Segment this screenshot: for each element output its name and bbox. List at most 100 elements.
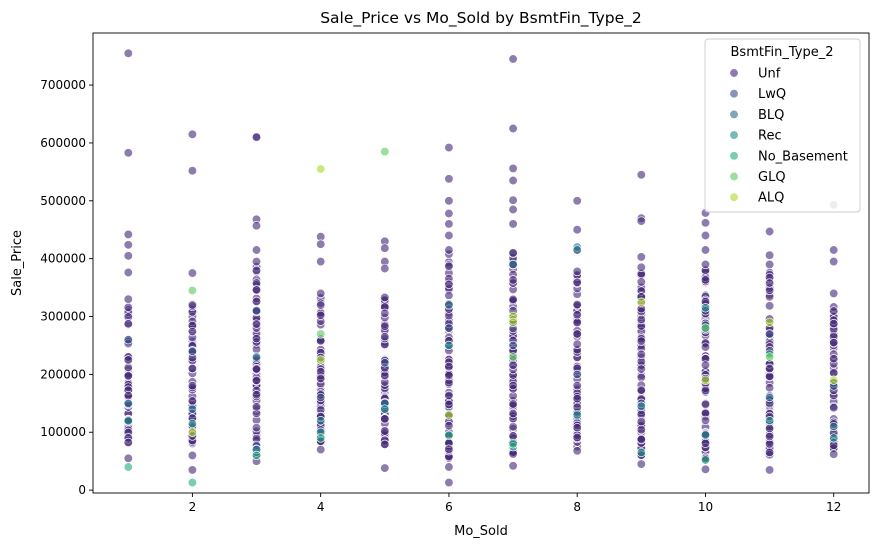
point-unf	[700, 464, 711, 474]
point-unf	[187, 166, 198, 176]
point-unf	[700, 360, 711, 370]
point-unf	[316, 256, 326, 267]
point-unf	[829, 403, 839, 413]
point-alq	[636, 297, 646, 307]
x-tick-label: 12	[826, 500, 841, 514]
point-unf	[444, 399, 454, 410]
point-unf	[123, 229, 133, 240]
point-unf	[636, 417, 646, 427]
x-tick-label: 6	[445, 500, 453, 514]
point-unf	[700, 385, 711, 396]
point-unf	[123, 302, 133, 312]
point-unf	[508, 123, 518, 134]
point-no-basement	[251, 450, 262, 461]
point-alq	[316, 355, 326, 365]
point-lwq	[572, 369, 582, 380]
point-unf	[380, 370, 390, 381]
point-unf	[508, 360, 518, 370]
point-unf	[508, 219, 518, 229]
point-glq	[316, 329, 326, 339]
point-unf	[380, 321, 390, 331]
point-unf	[572, 423, 582, 433]
point-unf	[636, 459, 646, 469]
x-tick-label: 8	[573, 500, 581, 514]
point-unf	[187, 381, 198, 391]
point-unf	[444, 421, 454, 431]
point-unf	[829, 245, 839, 255]
point-unf	[829, 288, 839, 299]
point-unf	[636, 364, 646, 374]
point-unf	[187, 396, 198, 406]
point-unf	[508, 175, 518, 186]
point-unf	[444, 208, 454, 219]
point-unf	[829, 306, 839, 316]
legend-marker	[729, 68, 739, 78]
legend-marker	[729, 151, 739, 161]
point-unf	[444, 196, 454, 206]
point-lwq	[316, 392, 326, 403]
legend-label: Unf	[758, 67, 781, 82]
point-blq	[764, 392, 775, 403]
point-glq	[508, 352, 518, 362]
point-blq	[123, 398, 133, 408]
point-unf	[316, 444, 326, 455]
point-unf	[187, 465, 198, 475]
y-axis-label: Sale_Price	[10, 230, 25, 296]
point-unf	[764, 383, 775, 393]
point-alq	[187, 427, 198, 437]
point-unf	[636, 277, 646, 287]
point-unf	[123, 371, 133, 381]
point-unf	[251, 319, 262, 329]
point-blq	[316, 416, 326, 426]
point-unf	[316, 310, 326, 320]
y-tick-label: 400000	[40, 252, 86, 266]
point-unf	[764, 226, 775, 237]
point-unf	[636, 385, 646, 395]
point-unf	[444, 219, 454, 229]
point-rec	[829, 433, 839, 443]
point-unf	[572, 225, 582, 235]
point-unf	[187, 326, 198, 337]
point-unf	[700, 218, 711, 228]
point-unf	[380, 439, 390, 449]
point-unf	[764, 465, 775, 475]
point-unf	[764, 259, 775, 270]
point-unf	[251, 245, 262, 255]
point-unf	[123, 267, 133, 278]
point-unf	[636, 434, 646, 445]
point-unf	[251, 402, 262, 412]
point-no-basement	[700, 455, 711, 465]
point-unf	[764, 363, 775, 374]
point-rec	[636, 447, 646, 458]
point-lwq	[764, 329, 775, 339]
point-unf	[572, 317, 582, 328]
point-alq	[508, 317, 518, 327]
point-unf	[764, 431, 775, 442]
point-rec	[444, 340, 454, 351]
y-tick-label: 500000	[40, 194, 86, 208]
point-unf	[636, 170, 646, 180]
point-unf	[380, 243, 390, 253]
point-lwq	[187, 346, 198, 356]
point-unf	[700, 259, 711, 270]
point-unf	[444, 174, 454, 184]
legend-title: BsmtFin_Type_2	[731, 45, 834, 60]
point-unf	[572, 266, 582, 277]
point-unf	[444, 279, 454, 289]
legend-label: ALQ	[758, 191, 784, 206]
point-unf	[508, 380, 518, 391]
point-unf	[764, 423, 775, 434]
point-unf	[636, 216, 646, 226]
point-unf	[508, 431, 518, 441]
point-unf	[700, 399, 711, 409]
legend-marker	[729, 171, 739, 182]
point-unf	[187, 129, 198, 139]
point-unf	[123, 437, 133, 448]
point-unf	[123, 453, 133, 463]
point-unf	[251, 256, 262, 267]
point-unf	[251, 221, 262, 231]
y-tick-label: 700000	[40, 78, 86, 92]
point-unf	[251, 423, 262, 433]
point-unf	[444, 370, 454, 381]
points-layer	[123, 48, 839, 488]
